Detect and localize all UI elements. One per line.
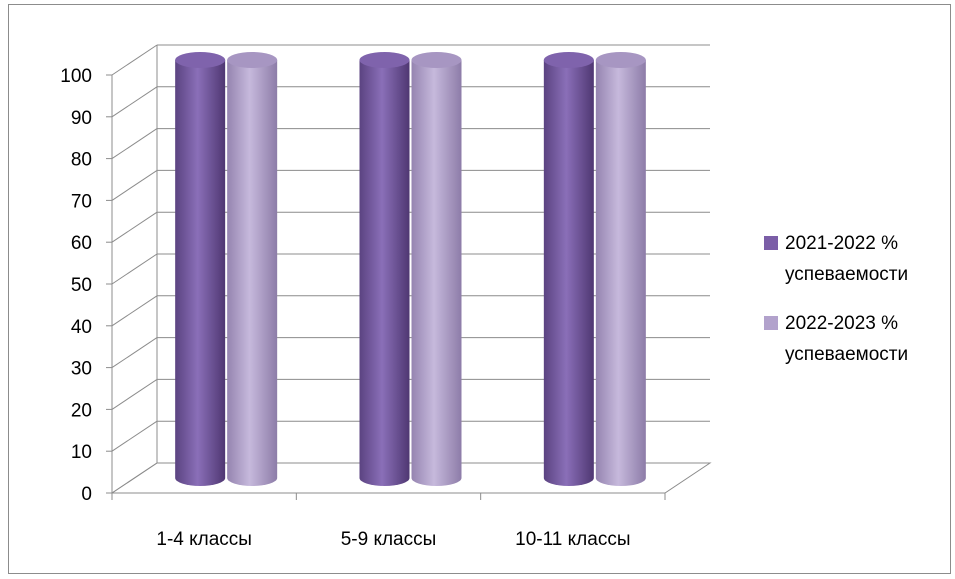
legend-label-line1: 2022-2023 % <box>785 313 898 334</box>
gridline-diagonal <box>111 44 158 76</box>
gridline-diagonal <box>111 337 158 369</box>
bar-body <box>175 60 226 486</box>
bar-top <box>359 52 410 68</box>
bar <box>595 52 646 486</box>
legend-label-line2: успеваемости <box>785 264 908 285</box>
legend-label-line1: 2021-2022 % <box>785 233 898 254</box>
bar-body <box>543 60 594 486</box>
bar-top <box>227 52 278 68</box>
chart-frame <box>8 4 951 574</box>
bar <box>411 52 462 486</box>
gridline-diagonal <box>111 86 158 118</box>
y-tick-label: 0 <box>81 484 92 505</box>
legend-label-line2: успеваемости <box>785 344 908 365</box>
x-tick-label: 10-11 классы <box>515 529 630 550</box>
gridline-diagonal <box>111 253 158 285</box>
bar-body <box>227 60 278 486</box>
gridline-diagonal <box>111 295 158 327</box>
gridline-diagonal <box>111 211 158 243</box>
y-tick-label: 20 <box>71 400 92 421</box>
y-tick-label: 80 <box>71 150 92 171</box>
bar-top <box>595 52 646 68</box>
legend: 2021-2022 % успеваемости 2022-2023 % усп… <box>764 233 908 365</box>
bar <box>175 52 226 486</box>
bar-body <box>595 60 646 486</box>
bar <box>543 52 594 486</box>
y-tick-label: 90 <box>71 108 92 129</box>
gridline-diagonal <box>111 169 158 201</box>
gridline-diagonal <box>111 420 158 452</box>
y-tick-label: 30 <box>71 359 92 380</box>
y-tick-label: 40 <box>71 317 92 338</box>
y-tick-label: 70 <box>71 191 92 212</box>
y-tick-label: 10 <box>71 442 92 463</box>
bar-top <box>543 52 594 68</box>
bar-body <box>359 60 410 486</box>
labels-layer: 0 10 20 30 40 50 60 70 80 90 100 1-4 классы 5-9 клас… <box>60 66 630 550</box>
bar-top <box>175 52 226 68</box>
gridline-diagonal <box>111 378 158 410</box>
axis-layer <box>106 45 712 500</box>
y-tick-label: 50 <box>71 275 92 296</box>
x-tick-label: 1-4 классы <box>156 529 252 550</box>
legend-swatch-2021-2022 <box>764 236 778 250</box>
y-tick-label: 60 <box>71 233 92 254</box>
bar <box>227 52 278 486</box>
legend-swatch-2022-2023 <box>764 316 778 330</box>
bar-body <box>411 60 462 486</box>
gridline-diagonal <box>111 128 158 160</box>
bar <box>359 52 410 486</box>
bar-top <box>411 52 462 68</box>
y-tick-label: 100 <box>60 66 92 87</box>
x-tick-label: 5-9 классы <box>341 529 437 550</box>
bars-layer <box>175 52 646 486</box>
